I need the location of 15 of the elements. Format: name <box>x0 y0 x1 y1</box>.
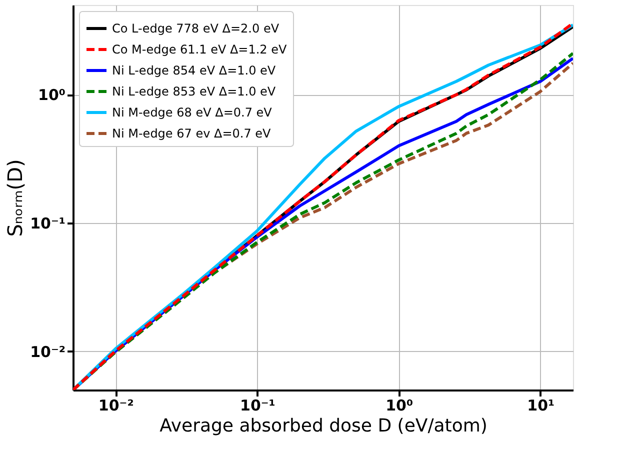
x-tick-label: 10⁰ <box>386 396 414 414</box>
y-tick-label: 10⁻² <box>30 342 66 361</box>
x-axis-title: Average absorbed dose D (eV/atom) <box>160 416 488 436</box>
y-tick-label: 10⁰ <box>38 86 66 104</box>
legend-label: Ni M-edge 67 ev Δ=0.7 eV <box>112 126 272 140</box>
x-tick-label: 10⁻¹ <box>240 396 276 414</box>
y-tick-label: 10⁻¹ <box>30 214 66 233</box>
legend-label: Ni L-edge 854 eV Δ=1.0 eV <box>112 64 276 78</box>
y-axis-title: Sₙₒᵣₘ(D) <box>3 159 28 237</box>
legend-label: Co M-edge 61.1 eV Δ=1.2 eV <box>112 42 288 56</box>
legend-label: Ni L-edge 853 eV Δ=1.0 eV <box>112 84 276 98</box>
legend-label: Ni M-edge 68 eV Δ=0.7 eV <box>112 106 273 120</box>
x-tick-label: 10⁻² <box>98 396 134 414</box>
x-tick-label: 10¹ <box>527 396 555 414</box>
legend-label: Co L-edge 778 eV Δ=2.0 eV <box>112 22 280 36</box>
